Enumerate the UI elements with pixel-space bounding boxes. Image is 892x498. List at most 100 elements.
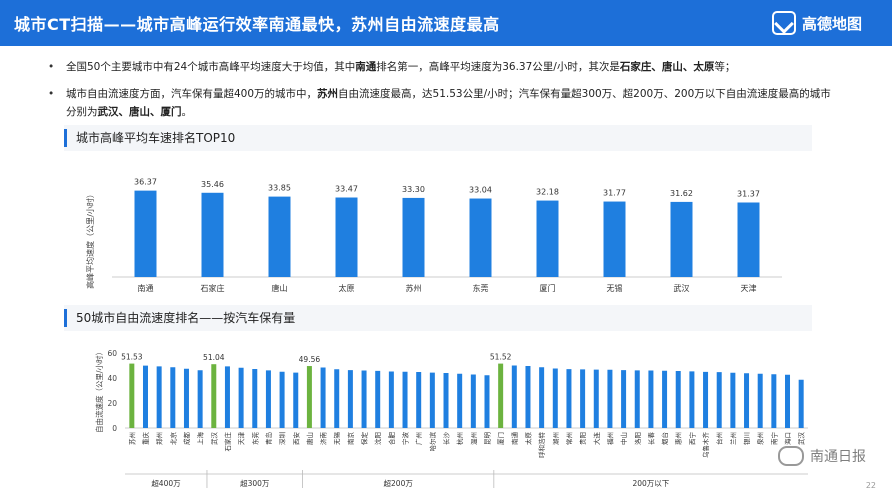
category-label-46: 泉州 [756, 432, 765, 445]
bar-29 [525, 366, 531, 428]
bullet-1-text-4: 等； [714, 61, 736, 73]
bar-33 [580, 369, 586, 428]
category-label-0: 苏州 [127, 432, 136, 445]
category-label-34: 大连 [592, 432, 601, 446]
category-label-2: 郑州 [156, 432, 164, 445]
bar-16 [347, 370, 353, 428]
group-label-2: 超200万 [384, 479, 414, 488]
y-tick-0: 0 [112, 424, 117, 433]
bar-11 [279, 371, 285, 428]
section-title-freeflow: 50城市自由流速度排名——按汽车保有量 [76, 311, 296, 325]
category-label-3: 北京 [168, 432, 177, 446]
category-label-8: 天津 [238, 432, 246, 446]
bar-39 [662, 370, 668, 428]
bullet-2-text-4: 。 [181, 106, 193, 118]
category-label-39: 烟台 [660, 432, 669, 445]
category-label-9: 天津 [741, 283, 757, 293]
category-label-47: 南宁 [769, 432, 778, 446]
bar-南通 [134, 190, 157, 277]
bullet-1-text-0: 全国50个主要城市中有24个城市高峰平均速度大于均值，其中 [66, 61, 356, 73]
bar-1 [142, 365, 148, 428]
watermark-text: 南通日报 [810, 449, 866, 465]
category-label-7: 无锡 [607, 284, 623, 293]
category-label-19: 合肥 [387, 432, 396, 446]
bar-苏州 [402, 197, 425, 277]
category-label-44: 兰州 [728, 432, 737, 445]
value-label-2: 33.85 [268, 184, 291, 193]
bar-22 [429, 372, 435, 428]
bar-厦门 [536, 200, 559, 277]
page-number: 22 [865, 481, 876, 490]
page-title: 城市CT扫描——城市高峰运行效率南通最快，苏州自由流速度最高 [14, 15, 500, 34]
value-label-5: 33.04 [469, 186, 492, 195]
category-label-32: 常州 [564, 432, 573, 445]
category-label-5: 东莞 [473, 283, 489, 293]
category-label-33: 贵阳 [578, 432, 587, 445]
bar-石家庄 [201, 192, 224, 277]
category-label-5: 上海 [196, 432, 205, 446]
brand-logo: 高德地图 [771, 10, 862, 36]
top10-bar-chart: 高峰平均速度（公里/小时） 36.37 南通 35.46 石家庄 33.85 唐山 33.47… [85, 178, 782, 293]
category-label-49: 武汉 [797, 432, 806, 446]
bar-10 [265, 370, 271, 428]
value-label-8: 31.62 [670, 189, 693, 198]
bar-唐山 [268, 196, 291, 277]
category-label-31: 湖州 [551, 432, 560, 445]
bar-无锡 [603, 201, 626, 277]
bullet-1-text-3: 石家庄、唐山、太原 [619, 61, 715, 73]
category-label-21: 广州 [414, 432, 423, 445]
bar-28 [511, 365, 517, 428]
category-label-15: 无锡 [332, 432, 341, 446]
bar-24 [457, 373, 463, 428]
bar-13 [306, 366, 312, 428]
category-label-29: 太原 [523, 432, 532, 446]
bullet-2-text-0: 城市自由流速度方面，汽车保有量超400万的城市中， [66, 88, 318, 100]
bar-14 [320, 367, 326, 428]
category-label-14: 济南 [319, 432, 328, 446]
y-tick-40: 40 [107, 374, 117, 383]
bar-25 [470, 374, 476, 428]
bar-18 [375, 370, 381, 428]
group-label-0: 超400万 [151, 479, 181, 488]
category-label-20: 宁波 [401, 432, 410, 446]
category-label-10: 青岛 [264, 432, 273, 445]
category-label-8: 武汉 [674, 283, 690, 293]
bar-47 [771, 374, 777, 428]
bar-12 [293, 372, 299, 428]
bullet-2: 城市自由流速度方面，汽车保有量超400万的城市中，苏州自由流速度最高，达51.5… [48, 85, 838, 121]
section-header-top10: 城市高峰平均车速排名TOP10 [64, 125, 812, 151]
bar-38 [648, 370, 654, 428]
bar-21 [416, 372, 422, 428]
bullet-2-text-1: 苏州 [317, 88, 339, 100]
section-title-top10: 城市高峰平均车速排名TOP10 [76, 131, 236, 145]
section-accent [64, 129, 67, 147]
logo-text: 高德地图 [801, 14, 862, 33]
bar-32 [566, 369, 572, 428]
bar-17 [361, 370, 367, 428]
value-label-3: 33.47 [335, 185, 358, 194]
category-label-4: 苏州 [406, 283, 422, 293]
category-label-4: 成都 [182, 432, 191, 446]
bar-30 [539, 367, 545, 428]
value-label-9: 31.37 [737, 189, 760, 198]
y-axis-label: 高峰平均速度（公里/小时） [85, 190, 95, 289]
category-label-3: 太原 [339, 283, 355, 293]
section-accent [64, 309, 67, 327]
bar-4 [183, 368, 189, 428]
bar-5 [197, 370, 203, 428]
category-label-25: 温州 [469, 432, 478, 445]
bar-3 [170, 367, 176, 428]
summary-bullets: 全国50个主要城市中有24个城市高峰平均速度大于均值，其中南通排名第一，高峰平均… [48, 58, 838, 130]
category-label-9: 东莞 [250, 432, 259, 446]
category-label-7: 石家庄 [223, 432, 232, 452]
category-label-27: 厦门 [496, 432, 505, 445]
group-label-1: 超300万 [240, 479, 270, 488]
bar-26 [484, 375, 490, 428]
value-label-4: 33.30 [402, 185, 425, 194]
category-label-30: 呼和浩特 [537, 432, 546, 459]
bar-天津 [737, 202, 760, 277]
bar-40 [675, 371, 681, 428]
bullet-1: 全国50个主要城市中有24个城市高峰平均速度大于均值，其中南通排名第一，高峰平均… [48, 58, 838, 76]
category-label-6: 武汉 [209, 432, 218, 446]
bar-太原 [335, 197, 358, 277]
